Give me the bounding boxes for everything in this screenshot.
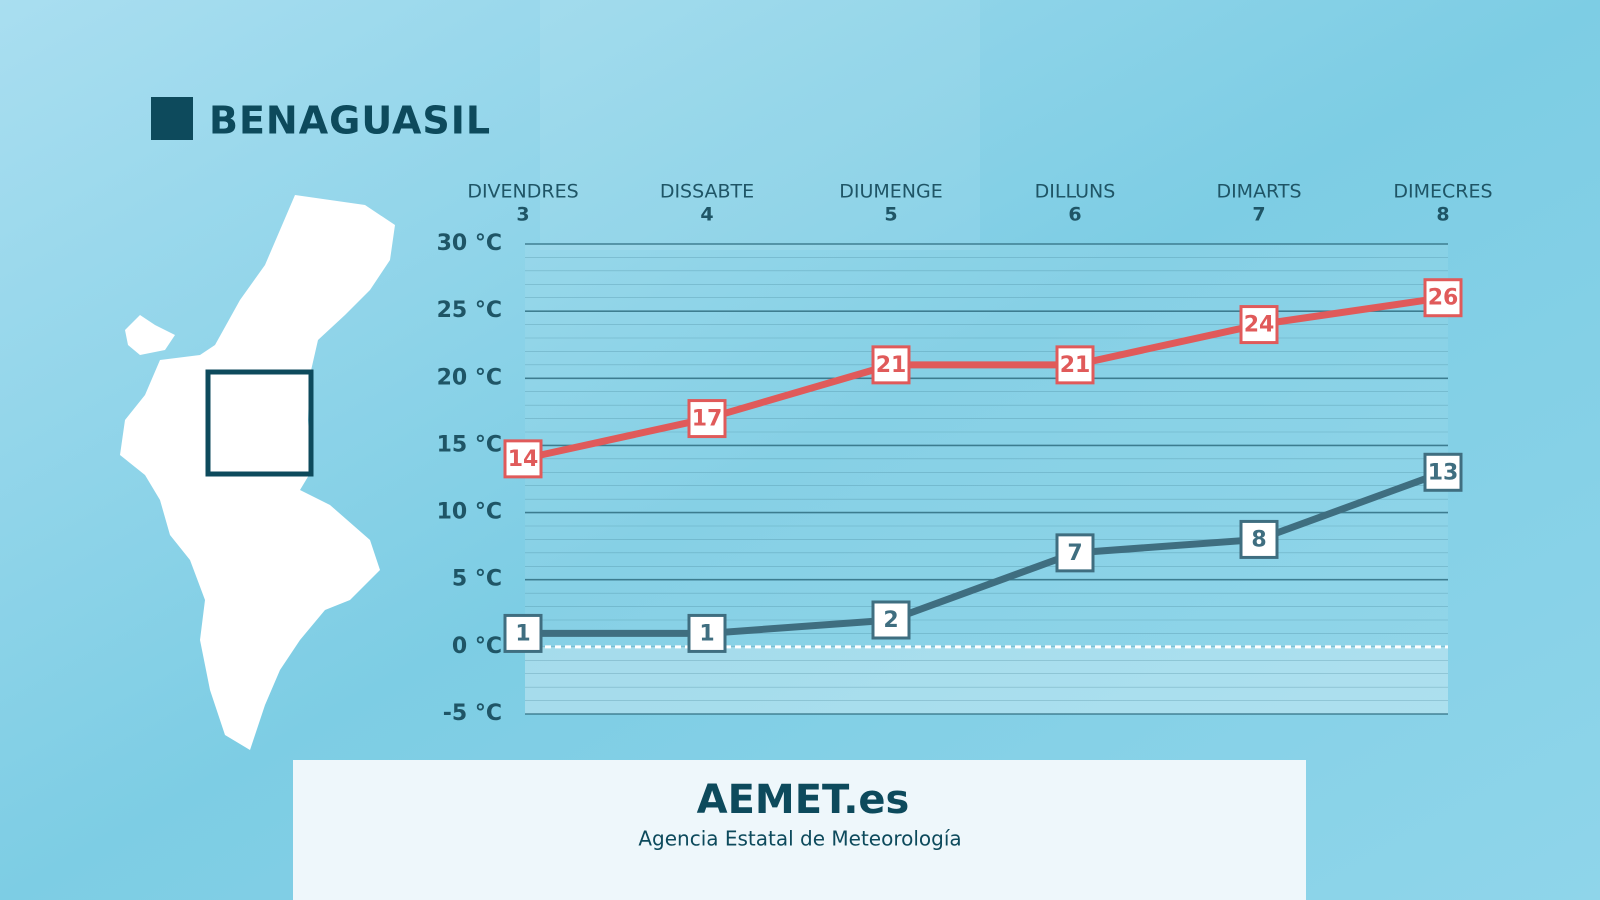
value-label: 26 [1428,286,1459,311]
x-tick-sublabel: 7 [1252,204,1265,226]
value-marker [1055,345,1095,385]
value-marker [1423,278,1463,318]
value-label: 1 [515,621,530,646]
value-marker [1055,533,1095,573]
title-square [151,97,193,140]
value-label: 21 [876,353,907,378]
value-marker [871,600,911,640]
value-marker [503,439,543,479]
value-label: 2 [883,608,898,633]
x-tick-sublabel: 8 [1436,204,1449,226]
y-tick-label: 5 °C [452,567,502,592]
x-tick-label: DIVENDRES [467,181,578,203]
value-label: 1 [699,621,714,646]
y-tick-label: 0 °C [452,634,502,659]
y-tick-label: 20 °C [437,365,502,390]
value-label: 8 [1251,527,1266,552]
value-label: 21 [1060,353,1091,378]
value-marker [1239,519,1279,559]
x-tick-label: DISSABTE [660,181,754,203]
series-line [522,294,1444,463]
y-tick-label: 10 °C [437,500,502,525]
x-tick-label: DILLUNS [1035,181,1116,203]
y-tick-label: 30 °C [437,231,502,256]
value-marker [503,613,543,653]
below-zero-band [525,646,1448,714]
value-marker [871,345,911,385]
value-marker [687,399,727,439]
value-marker [687,613,727,653]
x-tick-sublabel: 6 [1068,204,1081,226]
y-tick-label: 25 °C [437,298,502,323]
x-tick-sublabel: 4 [700,204,713,226]
value-label: 17 [692,407,723,432]
chart-title: BENAGUASIL [209,99,491,143]
x-tick-label: DIMECRES [1393,181,1492,203]
series-line [523,468,1445,637]
x-tick-sublabel: 3 [516,204,529,226]
x-tick-sublabel: 5 [884,204,897,226]
footer-brand: AEMET.es [697,777,910,823]
y-tick-label: -5 °C [443,701,502,726]
x-tick-label: DIMARTS [1216,181,1301,203]
bg-panel [540,0,980,250]
value-marker [1239,305,1279,345]
value-label: 14 [508,447,539,472]
value-marker [1423,452,1463,492]
value-label: 13 [1428,460,1459,485]
value-label: 24 [1244,313,1275,338]
footer-subtitle: Agencia Estatal de Meteorología [638,827,961,851]
value-label: 7 [1067,541,1082,566]
footer-box [293,760,1306,900]
x-tick-label: DIUMENGE [839,181,942,203]
island-map [125,315,175,355]
y-tick-label: 15 °C [437,432,502,457]
location-box [205,369,314,477]
